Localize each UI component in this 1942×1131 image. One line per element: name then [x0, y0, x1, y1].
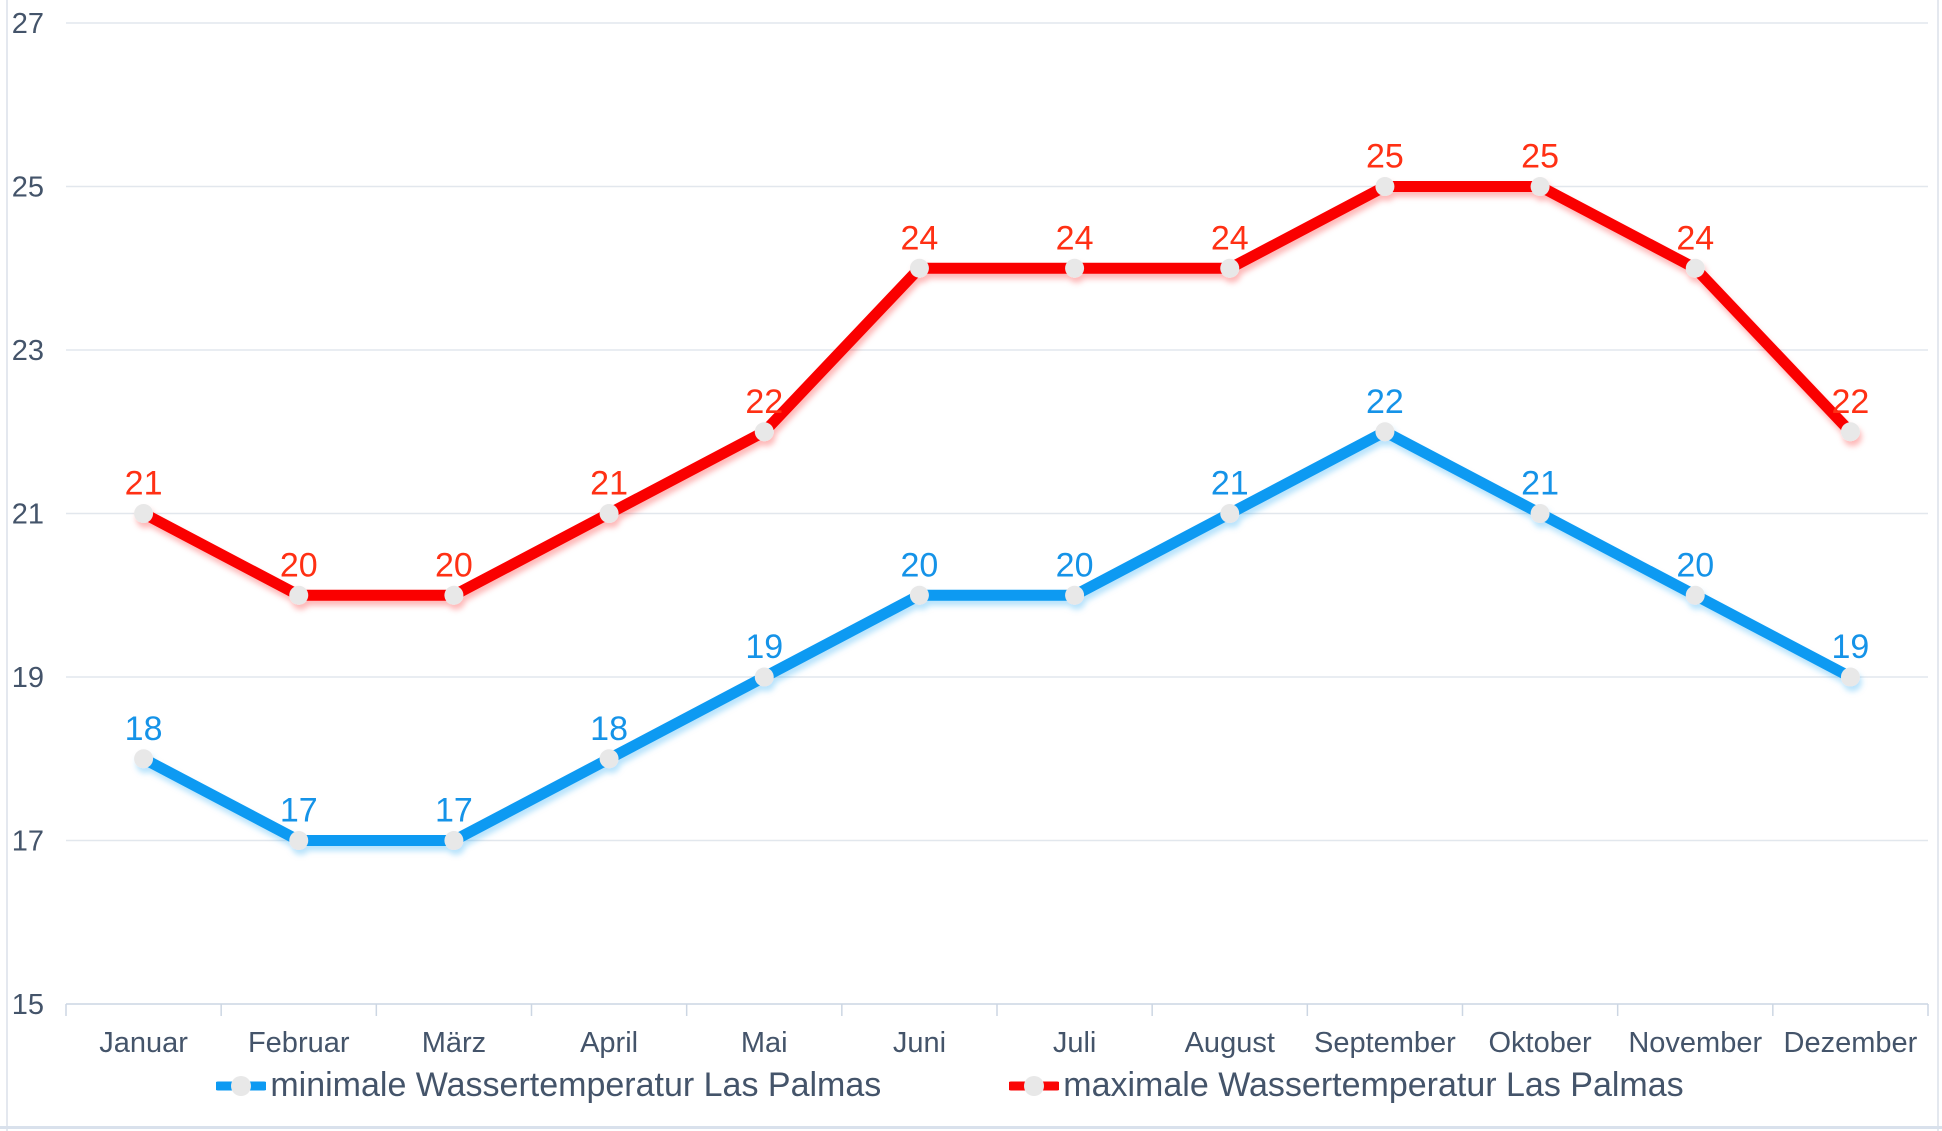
x-axis-label-5: Juni — [893, 1027, 946, 1059]
data-label: 18 — [590, 710, 628, 748]
x-axis-label-10: November — [1628, 1027, 1762, 1059]
data-point — [444, 831, 464, 850]
data-label: 20 — [1056, 546, 1094, 584]
data-label: 22 — [1832, 383, 1870, 421]
legend-item-min: minimale Wassertemperatur Las Palmas — [216, 1066, 881, 1105]
data-label: 24 — [1056, 219, 1094, 257]
data-point — [1840, 422, 1860, 442]
data-label: 22 — [1366, 383, 1404, 421]
data-label: 21 — [1211, 465, 1249, 503]
data-point — [1530, 177, 1550, 196]
data-label: 25 — [1521, 138, 1559, 176]
data-point — [1220, 504, 1240, 523]
x-axis-label-7: August — [1185, 1027, 1275, 1059]
right-border — [1937, 0, 1939, 1131]
y-axis-label-23: 23 — [12, 335, 44, 367]
legend-label-max: maximale Wassertemperatur Las Palmas — [1063, 1066, 1684, 1104]
data-point — [1220, 258, 1240, 278]
data-point — [1685, 258, 1705, 278]
x-axis-label-0: Januar — [99, 1027, 188, 1059]
series-0 — [134, 422, 1860, 850]
data-label: 20 — [280, 546, 318, 584]
x-axis-label-2: März — [422, 1027, 486, 1059]
y-axis-label-17: 17 — [12, 826, 44, 858]
x-axis-label-3: April — [580, 1027, 638, 1059]
data-point — [909, 585, 929, 605]
data-label: 17 — [280, 792, 318, 830]
max-series-legend-marker-icon — [1009, 1075, 1060, 1096]
data-point — [289, 831, 309, 850]
data-label: 19 — [745, 628, 783, 666]
x-axis-label-8: September — [1314, 1027, 1456, 1059]
data-label: 20 — [435, 546, 473, 584]
data-label: 17 — [435, 792, 473, 830]
data-label: 24 — [901, 219, 939, 257]
data-label: 24 — [1676, 219, 1714, 257]
data-point — [1065, 258, 1085, 278]
data-label: 18 — [125, 710, 163, 748]
x-axis-label-1: Februar — [248, 1027, 350, 1059]
data-point — [1375, 422, 1395, 442]
data-point — [1530, 504, 1550, 523]
y-axis-label-21: 21 — [12, 499, 44, 531]
x-axis-label-4: Mai — [741, 1027, 788, 1059]
data-label: 20 — [1676, 546, 1714, 584]
x-axis-label-9: Oktober — [1488, 1027, 1591, 1059]
data-label: 20 — [901, 546, 939, 584]
data-point — [1065, 585, 1085, 605]
bottom-border — [0, 1126, 1942, 1129]
y-axis-label-27: 27 — [12, 8, 44, 40]
data-label: 24 — [1211, 219, 1249, 257]
min-series-legend-marker-icon — [216, 1075, 267, 1096]
data-point — [909, 258, 929, 278]
data-point — [599, 504, 619, 523]
data-point — [444, 585, 464, 605]
data-label: 21 — [125, 465, 163, 503]
data-point — [134, 504, 154, 523]
y-axis-label-15: 15 — [12, 989, 44, 1021]
y-axis-label-25: 25 — [12, 172, 44, 204]
series-line-0 — [138, 426, 1856, 846]
data-point — [289, 585, 309, 605]
series-line-1 — [138, 181, 1856, 601]
data-point — [754, 422, 774, 442]
data-point — [1685, 585, 1705, 605]
data-label: 19 — [1832, 628, 1870, 666]
data-label: 21 — [1521, 465, 1559, 503]
data-point — [134, 749, 154, 769]
legend-label-min: minimale Wassertemperatur Las Palmas — [270, 1066, 882, 1104]
x-axis-label-6: Juli — [1053, 1027, 1097, 1059]
data-label: 22 — [745, 383, 783, 421]
x-axis-label-11: Dezember — [1784, 1027, 1918, 1059]
data-point — [1375, 177, 1395, 196]
chart-legend: minimale Wassertemperatur Las Palmas max… — [0, 1066, 1921, 1105]
y-axis-label-19: 19 — [12, 662, 44, 694]
data-point — [754, 667, 774, 687]
series-1 — [134, 177, 1860, 605]
left-border — [6, 0, 8, 1131]
data-label: 25 — [1366, 138, 1404, 176]
legend-item-max: maximale Wassertemperatur Las Palmas — [1009, 1066, 1684, 1105]
data-label: 21 — [590, 465, 628, 503]
data-point — [599, 749, 619, 769]
data-point — [1840, 667, 1860, 687]
